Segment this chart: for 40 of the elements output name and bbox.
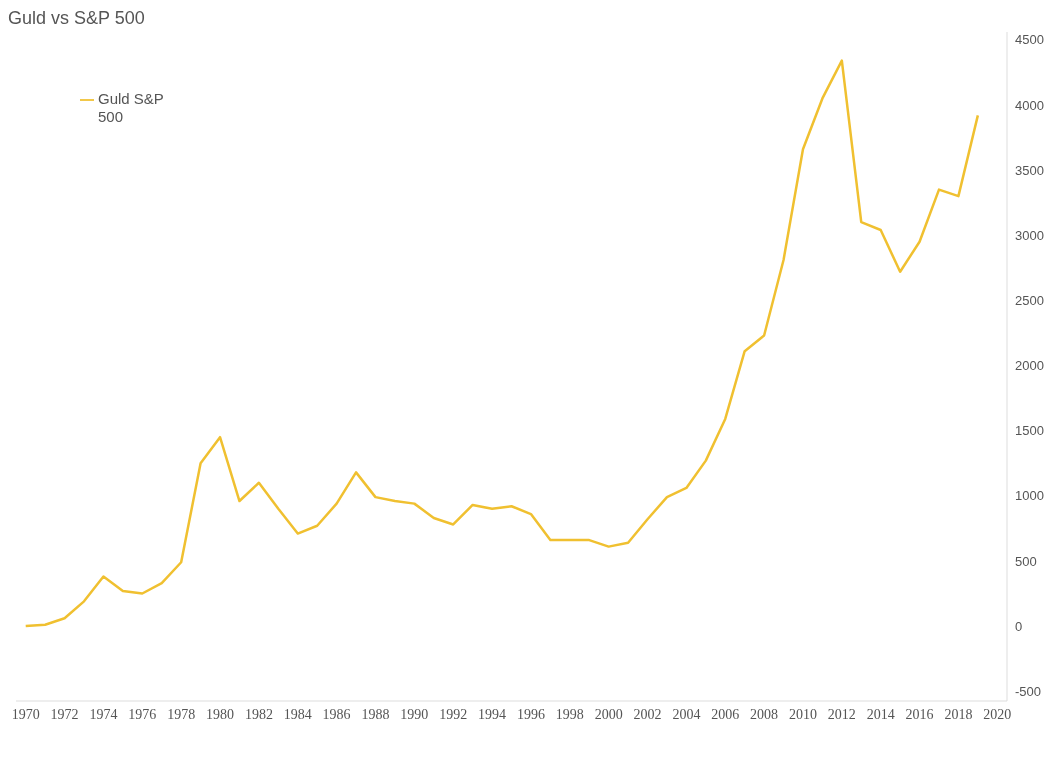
x-tick-label: 1998 bbox=[555, 706, 584, 722]
chart-title: Guld vs S&P 500 bbox=[8, 8, 145, 29]
x-tick-label: 1988 bbox=[361, 706, 390, 722]
x-tick-label: 1974 bbox=[89, 706, 118, 722]
y-tick-label: 3500 bbox=[1015, 162, 1044, 178]
x-tick-label: 2004 bbox=[672, 706, 701, 722]
x-tick-label: 1976 bbox=[128, 706, 157, 722]
x-tick-label: 1986 bbox=[322, 706, 351, 722]
x-tick-label: 2000 bbox=[594, 706, 623, 722]
x-tick-label: 2010 bbox=[788, 706, 817, 722]
x-tick-label: 1982 bbox=[244, 706, 273, 722]
y-tick-label: 4500 bbox=[1015, 32, 1044, 48]
x-tick-label: 2006 bbox=[711, 706, 740, 722]
x-tick-label: 2018 bbox=[944, 706, 973, 722]
x-tick-label: 2008 bbox=[750, 706, 779, 722]
y-tick-label: 500 bbox=[1015, 553, 1037, 569]
y-tick-label: 1000 bbox=[1015, 488, 1044, 504]
x-tick-label: 2002 bbox=[633, 706, 662, 722]
x-tick-label: 2016 bbox=[905, 706, 934, 722]
y-tick-label: 1500 bbox=[1015, 423, 1044, 439]
y-tick-label: 3000 bbox=[1015, 227, 1044, 243]
x-tick-label: 1972 bbox=[50, 706, 79, 722]
x-tick-label: 1992 bbox=[439, 706, 468, 722]
line-series bbox=[24, 59, 980, 628]
x-tick-label: 2014 bbox=[866, 706, 895, 722]
x-tick-label: 1996 bbox=[516, 706, 545, 722]
legend-label: Guld S&P 500 bbox=[98, 90, 165, 126]
x-tick-label: 1994 bbox=[478, 706, 507, 722]
y-tick-label: 2500 bbox=[1015, 293, 1044, 308]
y-tick-label: -500 bbox=[1015, 683, 1042, 699]
y-tick-label: 0 bbox=[1015, 618, 1023, 634]
x-tick-label: 1984 bbox=[283, 706, 312, 722]
x-tick-label: 1980 bbox=[206, 706, 235, 722]
y-tick-label: 2000 bbox=[1015, 358, 1044, 374]
x-tick-label: 1978 bbox=[167, 706, 196, 722]
x-tick-label: 1970 bbox=[11, 706, 40, 722]
x-tick-label: 2012 bbox=[827, 706, 856, 722]
y-tick-label: 4000 bbox=[1015, 97, 1044, 113]
x-tick-label: 1990 bbox=[400, 706, 429, 722]
x-tick-label: 2020 bbox=[983, 706, 1012, 722]
